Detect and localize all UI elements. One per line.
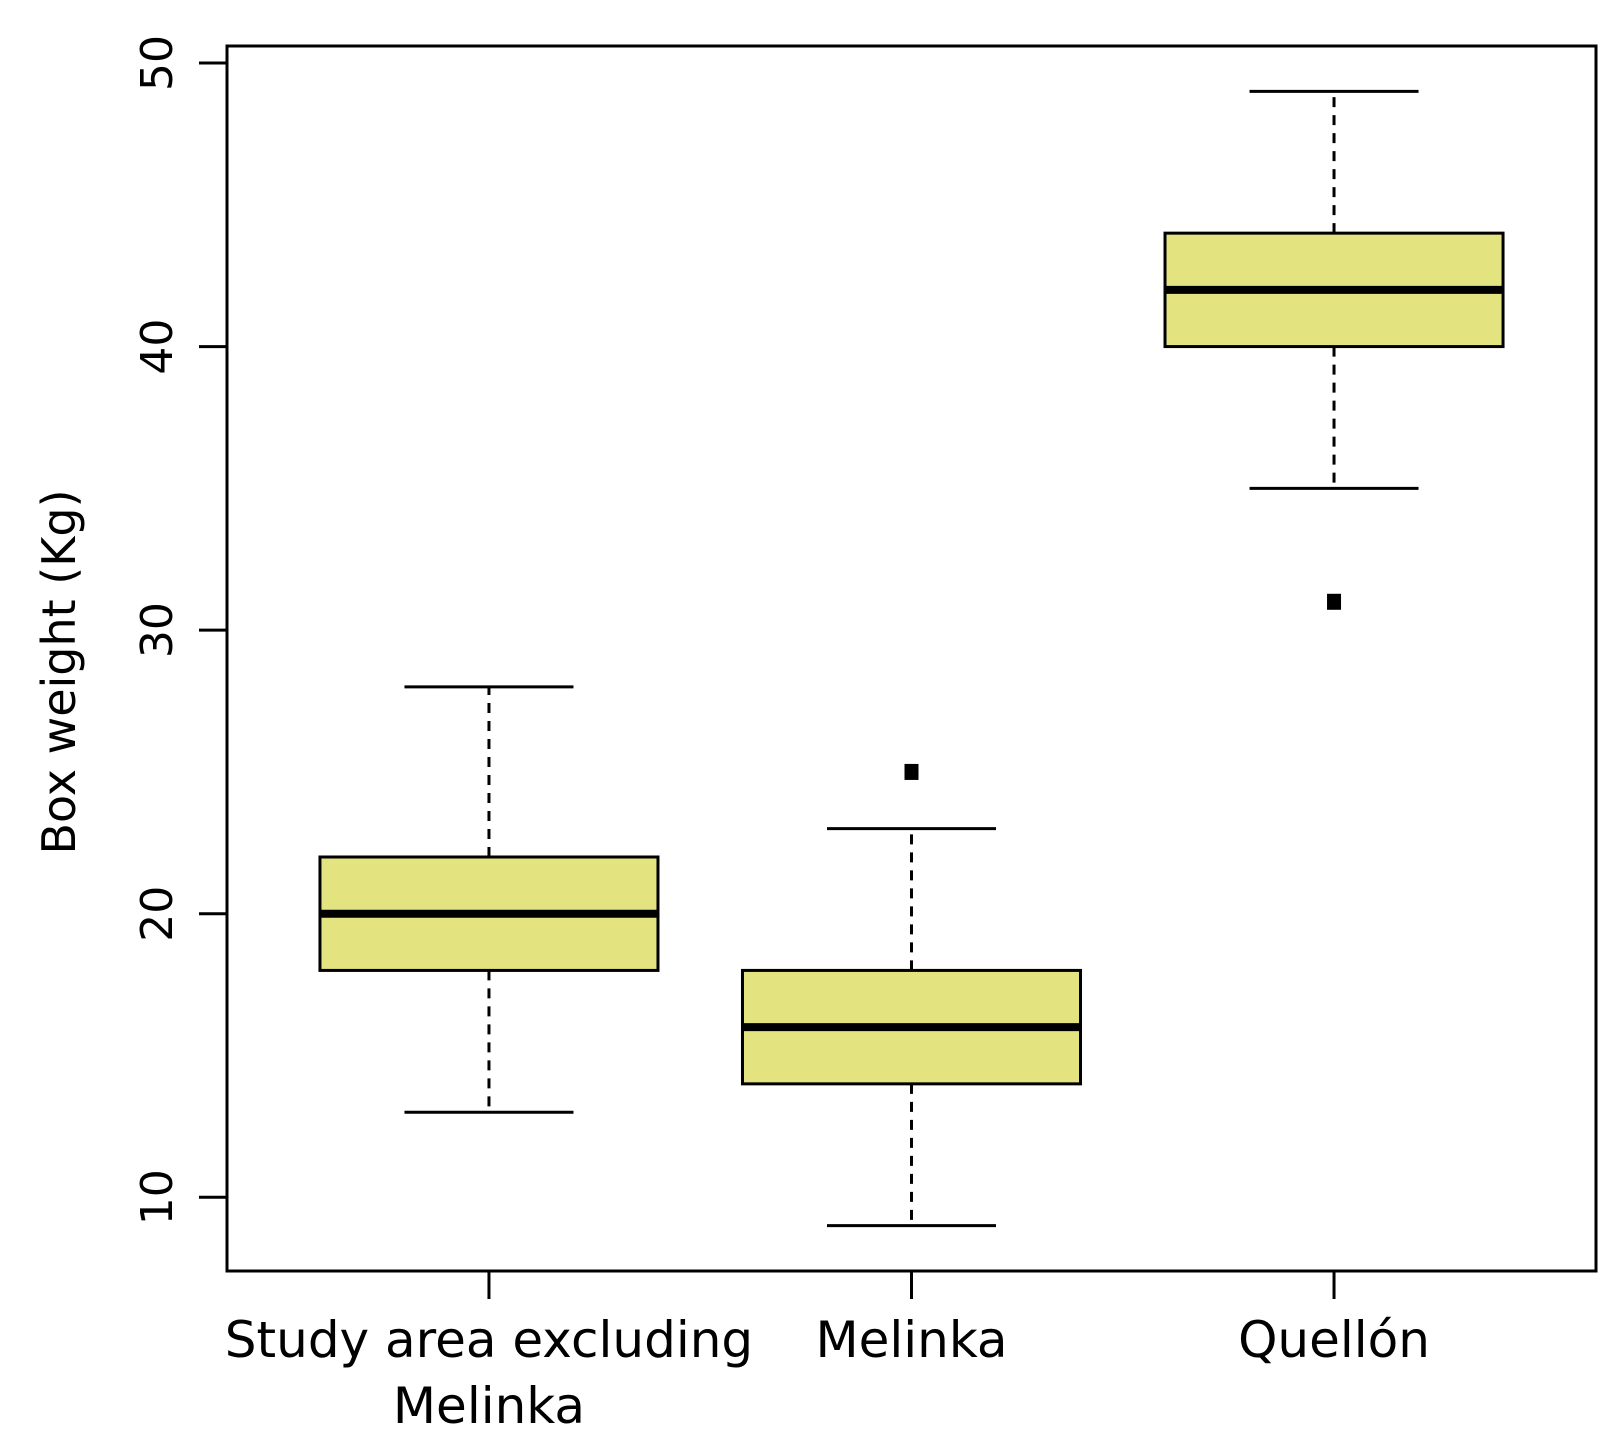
x-axis: Study area excluding Melinka Melinka Quelló… bbox=[225, 1271, 1430, 1435]
x-category-label: Quellón bbox=[1238, 1311, 1430, 1369]
y-tick-label: 10 bbox=[132, 1169, 183, 1225]
y-tick-label: 20 bbox=[132, 886, 183, 942]
outlier-point bbox=[904, 763, 919, 780]
y-axis: 10 20 30 40 50 bbox=[132, 35, 227, 1225]
y-tick-label: 40 bbox=[132, 319, 183, 375]
y-axis-title: Box weight (Kg) bbox=[32, 489, 86, 854]
y-tick-label: 30 bbox=[132, 602, 183, 658]
boxes-group bbox=[318, 89, 1505, 1228]
x-category-label: Melinka bbox=[393, 1377, 585, 1435]
y-tick-label: 50 bbox=[132, 35, 183, 91]
outlier-point bbox=[1327, 593, 1342, 610]
x-category-label: Study area excluding bbox=[225, 1311, 753, 1369]
x-category-label: Melinka bbox=[815, 1311, 1007, 1369]
